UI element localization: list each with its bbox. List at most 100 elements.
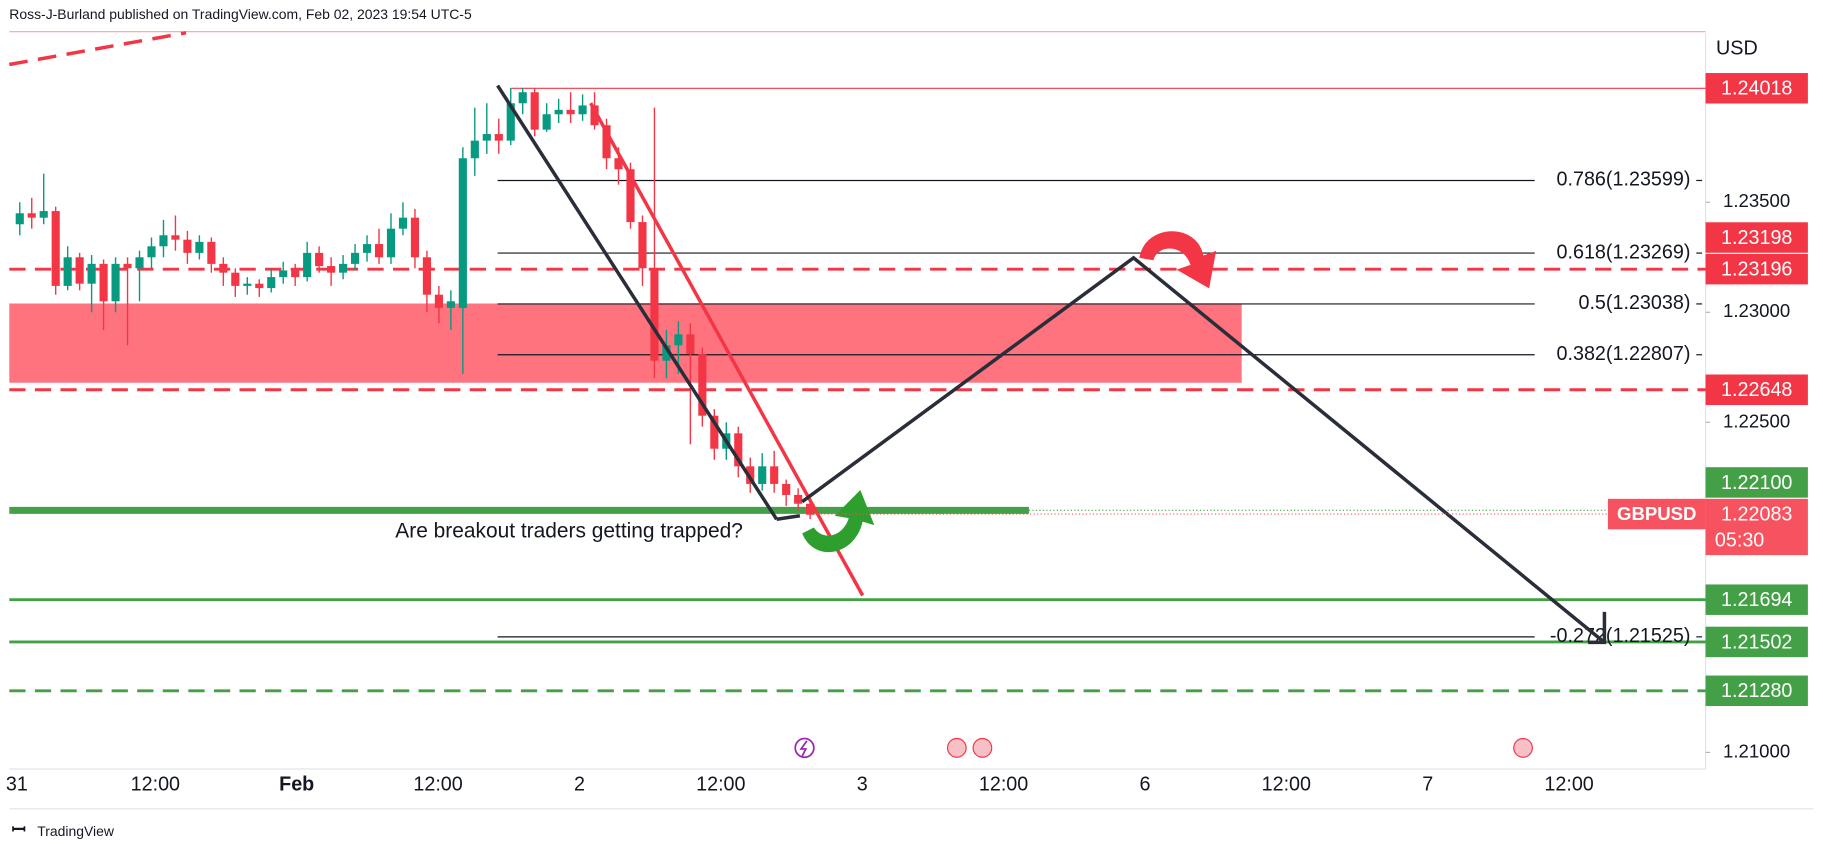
y-tick-label: 1.21000 bbox=[1723, 740, 1790, 761]
x-tick-label: 12:00 bbox=[1262, 774, 1311, 796]
candle-body bbox=[698, 354, 707, 416]
event-icon-bolt bbox=[799, 740, 808, 757]
candle-layer bbox=[15, 87, 815, 520]
fib-layer: 0.786(1.23599) 0.618(1.23269) 0.5(1.23038)… bbox=[497, 169, 1703, 647]
candle-body bbox=[27, 213, 36, 218]
candle-body bbox=[614, 158, 623, 170]
header: Ross-J-Burland published on TradingView.… bbox=[9, 6, 472, 22]
annotation: Are breakout traders getting trapped? bbox=[395, 520, 743, 543]
y-tick-label: 1.22500 bbox=[1723, 410, 1790, 431]
candle-body bbox=[710, 415, 719, 449]
red-curved-arrow bbox=[1139, 231, 1217, 289]
candle-body bbox=[638, 222, 647, 269]
symbol-box bbox=[1607, 498, 1706, 530]
last-price-label: 1.22083 bbox=[1721, 503, 1792, 525]
fib-label: 0.786(1.23599) bbox=[1557, 169, 1691, 191]
candle-body bbox=[506, 103, 515, 141]
candle-body bbox=[51, 211, 60, 286]
candle-body bbox=[794, 494, 803, 504]
candle-body bbox=[243, 283, 252, 286]
candle-body bbox=[662, 345, 671, 361]
candle-body bbox=[758, 466, 767, 484]
price-label: 1.21280 bbox=[1721, 680, 1792, 702]
candle-body bbox=[518, 92, 527, 104]
supply-zone bbox=[9, 303, 1242, 383]
fib-label: 0.618(1.23269) bbox=[1557, 241, 1691, 263]
candle-body bbox=[303, 252, 312, 278]
fib-label: 0.5(1.23038) bbox=[1578, 292, 1690, 314]
x-tick-label: 12:00 bbox=[979, 774, 1028, 796]
candle-body bbox=[39, 211, 48, 218]
candle-body bbox=[159, 235, 168, 247]
fib-label: -0.272(1.21525) bbox=[1550, 625, 1691, 647]
price-label-box bbox=[1705, 467, 1808, 498]
candle-body bbox=[410, 217, 420, 258]
candle-body bbox=[482, 134, 491, 141]
trend-line bbox=[496, 84, 779, 521]
axis-layer: 1.21000 1.22500 1.23000 1.23500 31 12:00 Feb 12… bbox=[6, 190, 1790, 796]
candle-body bbox=[195, 241, 204, 253]
candle-body bbox=[350, 252, 360, 264]
x-tick-label: 3 bbox=[857, 774, 868, 796]
logo-mark: ꟷ bbox=[12, 820, 26, 840]
candle-body bbox=[494, 134, 503, 141]
price-label-box bbox=[1705, 675, 1808, 707]
candle-body bbox=[806, 503, 815, 515]
event-icon bbox=[1513, 737, 1533, 758]
candle-body bbox=[75, 257, 84, 284]
candle-body bbox=[315, 252, 324, 267]
footer: TradingView bbox=[37, 823, 115, 839]
candle-body bbox=[362, 244, 372, 253]
currency: USD bbox=[1716, 37, 1758, 59]
candle-body bbox=[626, 169, 635, 223]
level-layer bbox=[9, 87, 1706, 693]
price-label-box bbox=[1705, 374, 1808, 405]
drawings bbox=[8, 31, 1607, 645]
candle-body bbox=[578, 105, 587, 115]
x-tick-label: 12:00 bbox=[131, 774, 180, 796]
candle-body bbox=[770, 466, 779, 484]
green-curved-arrow bbox=[802, 489, 875, 553]
x-tick-label: 6 bbox=[1139, 774, 1150, 796]
projection-path bbox=[801, 255, 1606, 644]
y-tick-label: 1.23000 bbox=[1723, 300, 1790, 321]
x-tick-label: 31 bbox=[6, 774, 28, 796]
candle-body bbox=[99, 263, 108, 302]
price-label: 1.23198 bbox=[1721, 227, 1792, 249]
candle-body bbox=[15, 213, 24, 225]
price-label: 1.22100 bbox=[1721, 472, 1792, 494]
candle-body bbox=[135, 257, 144, 269]
candle-body bbox=[422, 257, 431, 295]
candle-body bbox=[458, 158, 467, 308]
candle-body bbox=[267, 277, 276, 289]
arrow-head bbox=[1588, 611, 1607, 645]
candle-body bbox=[207, 241, 216, 264]
x-tick-label: 12:00 bbox=[696, 774, 745, 796]
event-icon bbox=[794, 737, 815, 759]
x-tick-label: 12:00 bbox=[413, 774, 462, 796]
candle-body bbox=[147, 246, 156, 258]
countdown-label: 05:30 bbox=[1715, 529, 1764, 551]
candle-body bbox=[374, 244, 384, 258]
candle-body bbox=[602, 125, 611, 159]
candle-body bbox=[446, 301, 455, 308]
candle-body bbox=[87, 263, 96, 284]
trend-line bbox=[8, 31, 187, 67]
y-tick-label: 1.23500 bbox=[1723, 190, 1790, 211]
price-label-box bbox=[1705, 73, 1808, 104]
price-label: 1.24018 bbox=[1721, 78, 1792, 100]
price-label: 1.22648 bbox=[1721, 379, 1792, 401]
trend-line bbox=[589, 102, 865, 597]
candle-body bbox=[255, 283, 264, 289]
x-tick-label: Feb bbox=[279, 774, 314, 796]
candle-body bbox=[734, 433, 743, 467]
price-label-box bbox=[1705, 626, 1808, 658]
price-label-box bbox=[1705, 222, 1808, 253]
price-label: 1.21502 bbox=[1721, 631, 1792, 653]
candle-body bbox=[530, 92, 539, 130]
candle-body bbox=[686, 334, 695, 355]
event-icon bbox=[972, 737, 993, 758]
candle-body bbox=[566, 109, 575, 115]
